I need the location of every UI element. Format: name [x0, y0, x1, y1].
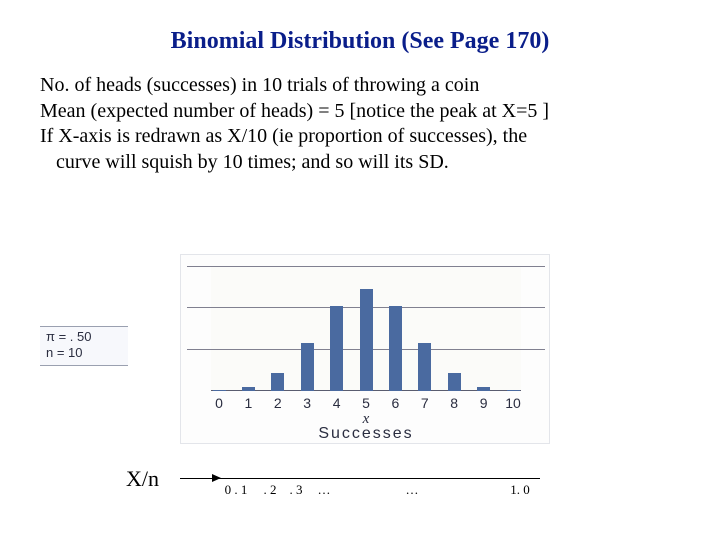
- proportion-tick-label: 1. 0: [510, 482, 530, 498]
- chart-x-axis-label: Successes: [211, 425, 521, 443]
- chart-bar: [301, 343, 314, 391]
- chart-bar: [448, 373, 461, 391]
- chart-gridline: [187, 266, 545, 267]
- desc-line-4: curve will squish by 10 times; and so wi…: [40, 150, 680, 176]
- param-n-text: n = 10: [46, 345, 83, 360]
- chart-bar: [360, 289, 373, 391]
- chart-x-tick-label: 4: [333, 395, 341, 411]
- chart-x-tick-label: 6: [391, 395, 399, 411]
- chart-x-tick-label: 5: [362, 395, 370, 411]
- chart-bar: [389, 306, 402, 391]
- description-paragraph: No. of heads (successes) in 10 trials of…: [0, 73, 720, 175]
- chart-plot-area: [211, 267, 521, 391]
- chart-bar: [507, 390, 520, 391]
- desc-line-1: No. of heads (successes) in 10 trials of…: [40, 73, 680, 99]
- chart-x-tick-label: 1: [244, 395, 252, 411]
- proportion-axis: X/n 0 . 1. 2. 3……1. 0: [126, 472, 646, 502]
- proportion-tick-label: …: [318, 482, 331, 498]
- chart-bar: [242, 387, 255, 391]
- chart-x-tick-label: 10: [505, 395, 521, 411]
- binomial-chart: 012345678910 x Successes: [180, 254, 550, 444]
- proportion-axis-label: X/n: [126, 466, 159, 492]
- desc-line-2: Mean (expected number of heads) = 5 [not…: [40, 99, 680, 125]
- param-pi: π = . 50: [46, 329, 122, 345]
- chart-bar: [477, 387, 490, 391]
- proportion-tick-label: . 2: [264, 482, 277, 498]
- proportion-axis-arrow-icon: [212, 474, 221, 482]
- chart-x-tick-label: 3: [303, 395, 311, 411]
- chart-x-tick-label: 9: [480, 395, 488, 411]
- chart-bar: [271, 373, 284, 391]
- parameter-box: π = . 50 n = 10: [40, 326, 128, 366]
- page-title: Binomial Distribution (See Page 170): [0, 0, 720, 73]
- proportion-tick-label: 0 . 1: [225, 482, 248, 498]
- desc-line-3: If X-axis is redrawn as X/10 (ie proport…: [40, 124, 680, 150]
- param-pi-text: π = . 50: [46, 329, 91, 344]
- chart-bar: [330, 306, 343, 391]
- chart-x-tick-label: 7: [421, 395, 429, 411]
- proportion-axis-line: [180, 478, 540, 479]
- chart-x-tick-label: 0: [215, 395, 223, 411]
- proportion-tick-label: …: [406, 482, 419, 498]
- chart-bar: [213, 390, 226, 391]
- chart-bar: [418, 343, 431, 391]
- param-n: n = 10: [46, 345, 122, 361]
- proportion-tick-label: . 3: [290, 482, 303, 498]
- chart-x-tick-label: 2: [274, 395, 282, 411]
- chart-x-tick-label: 8: [450, 395, 458, 411]
